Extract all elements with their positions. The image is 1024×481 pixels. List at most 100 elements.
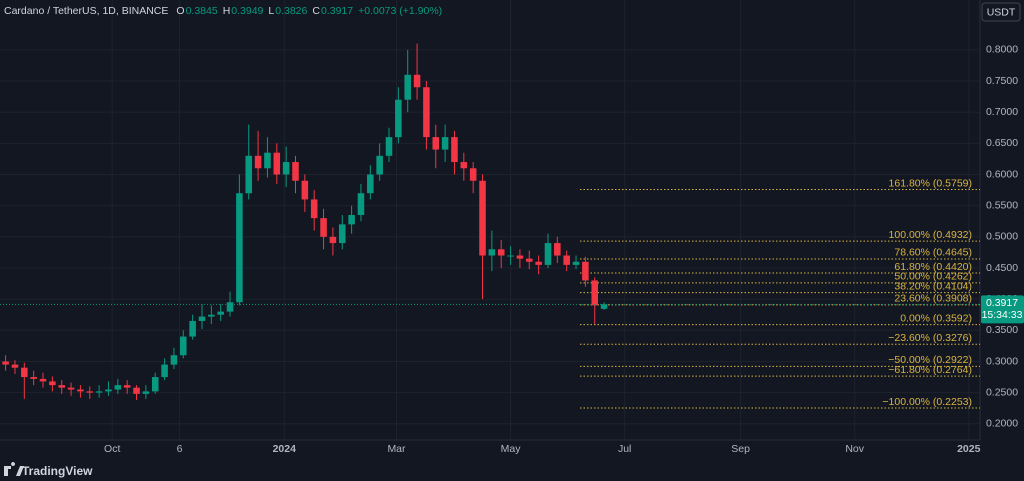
- x-tick-label: 2024: [273, 443, 297, 455]
- candle-body: [516, 255, 524, 259]
- fib-label: −50.00% (0.2922): [888, 354, 972, 366]
- candle-body: [198, 316, 206, 321]
- candle-body: [123, 385, 131, 388]
- y-tick-label: 0.6000: [986, 168, 1018, 180]
- candle-body: [357, 193, 365, 216]
- x-tick-label: Sep: [731, 443, 750, 455]
- axes: 0.20000.25000.30000.35000.40000.45000.50…: [0, 44, 1024, 455]
- fib-label: 100.00% (0.4932): [889, 229, 972, 241]
- y-tick-label: 0.4500: [986, 262, 1018, 274]
- ohlc-value: 0.3845: [186, 5, 218, 17]
- candle-body: [142, 391, 150, 394]
- candle-body: [77, 389, 84, 392]
- fib-label: −61.80% (0.2764): [888, 364, 972, 376]
- y-tick-label: 0.3500: [986, 324, 1018, 336]
- candle-body: [554, 243, 561, 256]
- candle-body: [170, 355, 178, 365]
- candles: [2, 43, 608, 401]
- candle-body: [395, 99, 402, 138]
- grid: [0, 0, 980, 440]
- fib-label: 0.00% (0.3592): [900, 312, 972, 324]
- candle-body: [582, 261, 589, 281]
- ohlc-letter: H: [223, 5, 231, 17]
- ohlc-letter: C: [312, 5, 320, 17]
- candle-body: [526, 258, 533, 262]
- candle-body: [189, 320, 196, 337]
- candle-body: [133, 387, 140, 394]
- fib-label: 50.00% (0.4262): [894, 271, 972, 283]
- candle-body: [310, 199, 318, 219]
- candle-body: [423, 87, 430, 138]
- candle-body: [301, 180, 309, 200]
- candle-body: [39, 378, 47, 382]
- y-tick-label: 0.8000: [986, 44, 1018, 56]
- candle-body: [49, 381, 56, 386]
- ohlc-letter: O: [176, 5, 184, 17]
- currency-button[interactable]: [981, 2, 1021, 22]
- candle-body: [572, 261, 580, 265]
- candle-body: [11, 364, 19, 368]
- y-tick-label: 0.7000: [986, 106, 1018, 118]
- logo-icon: [4, 462, 24, 476]
- candle-body: [338, 224, 346, 244]
- candle-body: [413, 74, 421, 88]
- fib-label: 23.60% (0.3908): [894, 293, 972, 305]
- candle-body: [507, 255, 514, 257]
- candle-body: [376, 155, 383, 175]
- candle-body: [497, 249, 505, 256]
- y-tick-label: 0.2000: [986, 418, 1018, 430]
- ohlc-letter: L: [268, 5, 274, 17]
- tradingview-logo: [4, 462, 24, 476]
- candle-body: [236, 193, 243, 303]
- y-tick-label: 0.3000: [986, 355, 1018, 367]
- ohlc-value: 0.3917: [321, 5, 353, 17]
- candle-body: [67, 387, 75, 390]
- candle-body: [451, 137, 458, 163]
- candle-body: [488, 249, 496, 256]
- currency-label[interactable]: USDT: [987, 6, 1016, 18]
- candle-body: [273, 152, 281, 175]
- x-tick-label: May: [501, 443, 522, 455]
- candle-body: [180, 336, 187, 356]
- ohlc-value: 0.3826: [275, 5, 307, 17]
- y-tick-label: 0.6500: [986, 137, 1018, 149]
- last-price-tag: [981, 295, 1024, 324]
- x-tick-label: Mar: [387, 443, 406, 455]
- fib-label: −23.60% (0.3276): [888, 332, 972, 344]
- candle-body: [441, 137, 449, 150]
- candle-body: [208, 314, 215, 317]
- branding: TradingView: [22, 464, 93, 478]
- candle-body: [86, 391, 94, 393]
- x-tick-label: 2025: [957, 443, 981, 455]
- x-tick-label: Nov: [845, 443, 864, 455]
- price-change: +0.0073 (+1.90%): [358, 5, 442, 17]
- candle-body: [385, 137, 393, 156]
- candle-body: [264, 152, 271, 169]
- candle-body: [600, 304, 608, 309]
- fib-label: 161.80% (0.5759): [889, 177, 972, 189]
- candle-body: [348, 215, 355, 225]
- y-tick-label: 0.7500: [986, 75, 1018, 87]
- candle-body: [282, 162, 290, 175]
- candle-body: [292, 162, 299, 181]
- symbol-title: Cardano / TetherUS, 1D, BINANCE: [4, 5, 168, 17]
- candle-body: [151, 377, 159, 392]
- x-tick-label: Jul: [618, 443, 631, 455]
- candle-body: [2, 361, 9, 365]
- candle-body: [469, 168, 477, 181]
- candle-body: [254, 155, 262, 169]
- candle-body: [367, 174, 374, 194]
- candle-body: [226, 302, 234, 312]
- x-tick-label: Oct: [104, 443, 120, 455]
- x-tick-label: 6: [177, 443, 183, 455]
- fib-label: −100.00% (0.2253): [882, 396, 972, 408]
- candle-body: [329, 236, 337, 244]
- candle-body: [58, 385, 65, 388]
- y-tick-label: 0.5000: [986, 231, 1018, 243]
- ohlc-legend: O 0.3845 H 0.3949 L 0.3826 C 0.3917 +0.0073 (+1.…: [176, 5, 442, 17]
- fib-label: 78.60% (0.4645): [894, 247, 972, 259]
- candle-body: [404, 74, 411, 100]
